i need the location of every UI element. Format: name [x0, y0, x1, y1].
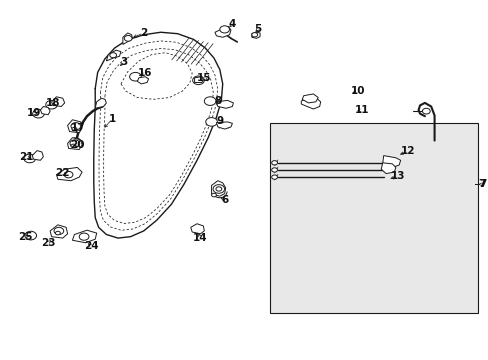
Polygon shape — [95, 98, 106, 108]
Text: 21: 21 — [19, 152, 33, 162]
Polygon shape — [137, 77, 148, 84]
Text: 7: 7 — [479, 179, 486, 189]
Text: 13: 13 — [390, 171, 405, 181]
Polygon shape — [50, 225, 67, 238]
Polygon shape — [106, 50, 121, 61]
Text: 6: 6 — [221, 195, 228, 205]
Circle shape — [64, 171, 73, 178]
Text: 5: 5 — [253, 24, 261, 35]
Circle shape — [54, 227, 63, 234]
Circle shape — [220, 26, 229, 33]
Circle shape — [33, 109, 44, 118]
Polygon shape — [216, 100, 233, 108]
Text: 14: 14 — [193, 233, 207, 243]
Text: 3: 3 — [121, 57, 128, 67]
Polygon shape — [381, 163, 395, 174]
Polygon shape — [194, 77, 203, 82]
Circle shape — [192, 76, 204, 85]
Polygon shape — [382, 156, 400, 167]
Polygon shape — [301, 98, 320, 109]
Text: 11: 11 — [354, 105, 368, 115]
Circle shape — [55, 231, 60, 235]
Circle shape — [271, 161, 277, 165]
Circle shape — [271, 168, 277, 172]
Circle shape — [79, 233, 89, 240]
Circle shape — [109, 53, 116, 58]
Text: 8: 8 — [214, 96, 221, 106]
Circle shape — [213, 185, 224, 193]
Text: 1: 1 — [108, 114, 116, 124]
Polygon shape — [122, 33, 132, 44]
Text: 4: 4 — [228, 19, 236, 29]
Polygon shape — [67, 120, 82, 133]
FancyBboxPatch shape — [269, 123, 477, 313]
Polygon shape — [67, 138, 82, 149]
Circle shape — [72, 127, 77, 131]
Polygon shape — [52, 97, 64, 107]
Polygon shape — [190, 224, 204, 234]
Circle shape — [251, 33, 257, 37]
Text: 24: 24 — [84, 241, 99, 251]
Text: 12: 12 — [400, 146, 414, 156]
Text: 22: 22 — [55, 168, 70, 178]
Polygon shape — [216, 122, 232, 129]
Text: 16: 16 — [138, 68, 152, 78]
Polygon shape — [71, 138, 81, 145]
Text: 15: 15 — [197, 73, 211, 83]
Polygon shape — [41, 107, 50, 115]
Circle shape — [205, 118, 217, 126]
Circle shape — [71, 144, 76, 148]
Polygon shape — [72, 230, 97, 243]
Circle shape — [216, 187, 221, 191]
Polygon shape — [302, 94, 318, 103]
Polygon shape — [32, 150, 43, 160]
Polygon shape — [56, 167, 82, 181]
Text: 18: 18 — [46, 98, 60, 108]
Circle shape — [204, 97, 216, 105]
Circle shape — [211, 193, 216, 197]
Circle shape — [124, 36, 132, 41]
Text: 25: 25 — [18, 232, 32, 242]
Text: 10: 10 — [350, 86, 365, 96]
Circle shape — [46, 100, 57, 109]
Text: 20: 20 — [70, 140, 84, 150]
Text: 17: 17 — [71, 123, 85, 133]
Circle shape — [196, 78, 201, 82]
Text: 9: 9 — [216, 116, 223, 126]
Circle shape — [71, 123, 81, 130]
Polygon shape — [211, 181, 225, 196]
Text: 23: 23 — [41, 238, 55, 248]
Circle shape — [422, 108, 429, 114]
Text: 7: 7 — [477, 179, 485, 189]
Polygon shape — [251, 32, 260, 39]
Circle shape — [25, 231, 37, 240]
Polygon shape — [215, 27, 230, 37]
Circle shape — [129, 72, 141, 81]
Circle shape — [70, 140, 80, 147]
Circle shape — [271, 175, 277, 179]
Circle shape — [24, 154, 36, 163]
Text: 19: 19 — [26, 108, 41, 118]
Text: 2: 2 — [140, 28, 147, 38]
